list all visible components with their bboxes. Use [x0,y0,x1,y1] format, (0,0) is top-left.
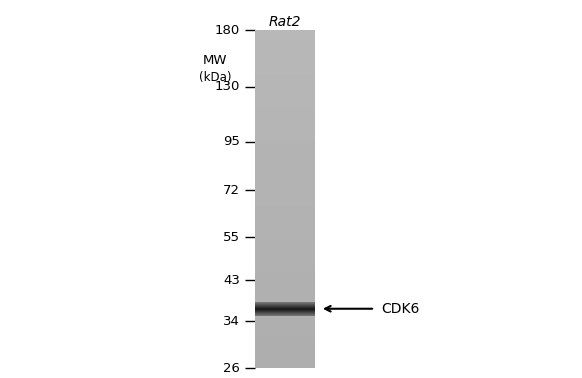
Text: 43: 43 [223,274,240,287]
Text: 34: 34 [223,314,240,328]
Text: (kDa): (kDa) [198,71,231,85]
Text: 26: 26 [223,361,240,375]
Text: MW: MW [203,54,227,67]
Text: 72: 72 [223,184,240,197]
Text: 95: 95 [223,135,240,148]
Text: 180: 180 [215,23,240,37]
Text: 55: 55 [223,231,240,243]
Text: CDK6: CDK6 [381,302,420,316]
Text: 130: 130 [215,81,240,93]
Text: Rat2: Rat2 [269,15,301,29]
